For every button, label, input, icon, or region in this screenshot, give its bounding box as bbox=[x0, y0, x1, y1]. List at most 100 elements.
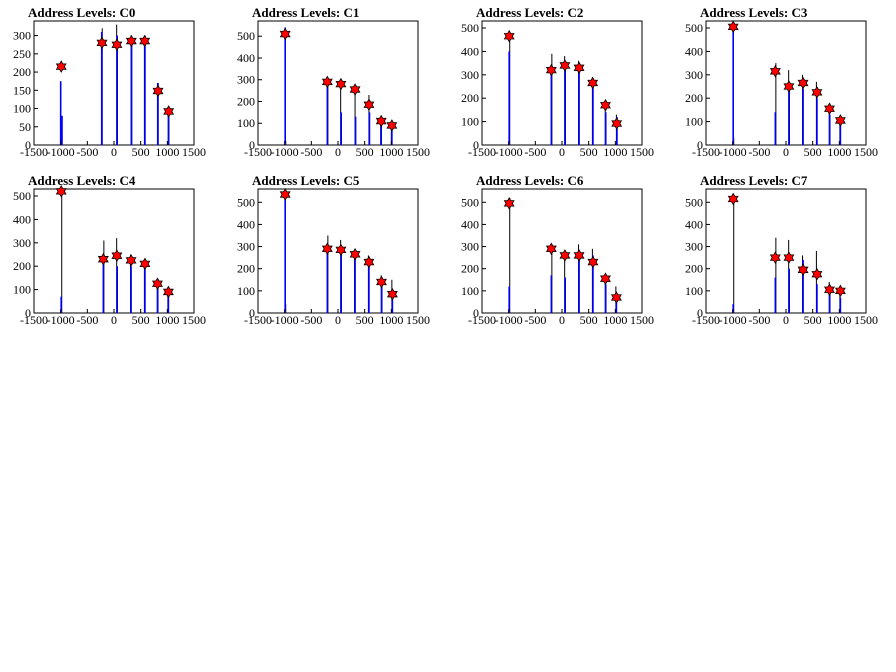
marker-5 bbox=[824, 283, 835, 297]
x-tick-label: -1000 bbox=[719, 313, 747, 327]
x-tick-label: 0 bbox=[111, 313, 117, 327]
marker-0 bbox=[503, 29, 515, 43]
marker-5 bbox=[824, 102, 835, 116]
x-tick-label: -500 bbox=[76, 313, 98, 327]
x-tick-label: 500 bbox=[804, 145, 822, 159]
x-tick-label: -1500 bbox=[692, 145, 720, 159]
chart-panel-0: Address Levels: C0-1500-1000 -500 0 500 1000… bbox=[13, 5, 206, 159]
x-tick-label: -1500 bbox=[244, 313, 272, 327]
marker-1 bbox=[769, 65, 781, 78]
y-tick-label: 100 bbox=[237, 116, 255, 130]
y-tick-label: 300 bbox=[685, 240, 703, 254]
y-tick-label: 400 bbox=[461, 217, 479, 231]
marker-0 bbox=[55, 185, 67, 198]
marker-3 bbox=[797, 76, 809, 90]
x-tick-label: -1000 bbox=[495, 313, 523, 327]
marker-4 bbox=[811, 267, 823, 281]
marker-3 bbox=[573, 249, 585, 262]
marker-0 bbox=[727, 20, 739, 34]
x-tick-label: -1000 bbox=[271, 313, 299, 327]
x-tick-label: -500 bbox=[76, 145, 98, 159]
marker-6 bbox=[611, 117, 623, 130]
marker-5 bbox=[152, 84, 164, 98]
marker-5 bbox=[376, 275, 387, 289]
x-tick-label: 1500 bbox=[630, 145, 654, 159]
x-tick-label: 1500 bbox=[406, 313, 430, 327]
x-tick-label: -500 bbox=[524, 145, 546, 159]
y-tick-label: 500 bbox=[461, 195, 479, 209]
x-tick-label: 1000 bbox=[379, 313, 403, 327]
y-tick-label: 300 bbox=[237, 240, 255, 254]
x-tick-label: 1500 bbox=[406, 145, 430, 159]
marker-1 bbox=[97, 252, 109, 266]
marker-0 bbox=[503, 197, 515, 210]
marker-2 bbox=[783, 80, 795, 93]
marker-0 bbox=[279, 27, 291, 41]
marker-3 bbox=[349, 248, 361, 261]
x-tick-label: -500 bbox=[300, 145, 322, 159]
y-tick-label: 100 bbox=[13, 102, 31, 116]
marker-3 bbox=[797, 263, 809, 277]
marker-5 bbox=[152, 277, 163, 291]
chart-panel-7: Address Levels: C7-1500-1000 -500 0 500 1000… bbox=[685, 173, 878, 327]
x-tick-label: -1500 bbox=[468, 145, 496, 159]
x-tick-label: 500 bbox=[132, 313, 150, 327]
chart-title: Address Levels: C4 bbox=[28, 173, 136, 188]
marker-2 bbox=[111, 38, 123, 52]
x-tick-label: -500 bbox=[524, 313, 546, 327]
x-tick-label: 0 bbox=[335, 145, 341, 159]
y-tick-label: 0 bbox=[473, 138, 479, 152]
marker-6 bbox=[834, 114, 846, 127]
chart-title: Address Levels: C3 bbox=[700, 5, 808, 20]
y-tick-label: 250 bbox=[13, 47, 31, 61]
x-tick-label: 1000 bbox=[827, 313, 851, 327]
marker-2 bbox=[335, 77, 347, 91]
marker-4 bbox=[363, 255, 375, 269]
marker-0 bbox=[727, 192, 739, 206]
x-tick-label: -1000 bbox=[719, 145, 747, 159]
y-tick-label: 100 bbox=[461, 115, 479, 129]
marker-2 bbox=[559, 249, 571, 262]
x-tick-label: 500 bbox=[804, 313, 822, 327]
x-tick-label: -1500 bbox=[20, 145, 48, 159]
marker-6 bbox=[386, 287, 398, 301]
y-tick-label: 400 bbox=[237, 217, 255, 231]
y-tick-label: 50 bbox=[19, 120, 31, 134]
y-tick-label: 200 bbox=[461, 262, 479, 276]
chart-title: Address Levels: C2 bbox=[476, 5, 583, 20]
chart-panel-1: Address Levels: C1-1500-1000 -500 0 500 1000… bbox=[237, 5, 430, 159]
y-tick-label: 300 bbox=[461, 240, 479, 254]
y-tick-label: 200 bbox=[13, 65, 31, 79]
x-tick-label: 1000 bbox=[603, 145, 627, 159]
x-tick-label: 1000 bbox=[379, 145, 403, 159]
x-tick-label: 0 bbox=[783, 145, 789, 159]
marker-6 bbox=[163, 105, 175, 118]
marker-2 bbox=[335, 243, 347, 257]
marker-3 bbox=[125, 34, 137, 48]
y-tick-label: 200 bbox=[685, 91, 703, 105]
x-tick-label: 500 bbox=[356, 145, 374, 159]
marker-3 bbox=[125, 254, 137, 267]
chart-title: Address Levels: C6 bbox=[476, 173, 584, 188]
y-tick-label: 400 bbox=[685, 44, 703, 58]
y-tick-label: 100 bbox=[685, 115, 703, 129]
x-tick-label: 1000 bbox=[603, 313, 627, 327]
y-tick-label: 200 bbox=[237, 262, 255, 276]
x-tick-label: 0 bbox=[559, 145, 565, 159]
marker-1 bbox=[321, 75, 333, 89]
y-tick-label: 300 bbox=[13, 29, 31, 43]
marker-4 bbox=[363, 98, 375, 112]
chart-panel-4: Address Levels: C4-1500-1000 -500 0 500 1000… bbox=[13, 173, 206, 327]
y-tick-label: 400 bbox=[13, 212, 31, 226]
marker-1 bbox=[96, 36, 108, 50]
chart-panel-2: Address Levels: C2-1500-1000 -500 0 500 1000… bbox=[461, 5, 654, 159]
marker-5 bbox=[600, 272, 611, 285]
marker-4 bbox=[811, 86, 823, 99]
x-tick-label: 0 bbox=[783, 313, 789, 327]
marker-0 bbox=[279, 188, 291, 201]
chart-panel-5: Address Levels: C5-1500-1000 -500 0 500 1000… bbox=[237, 173, 430, 327]
chart-title: Address Levels: C0 bbox=[28, 5, 135, 20]
marker-0 bbox=[55, 60, 67, 73]
marker-1 bbox=[545, 242, 557, 256]
plot-frame bbox=[705, 20, 867, 146]
